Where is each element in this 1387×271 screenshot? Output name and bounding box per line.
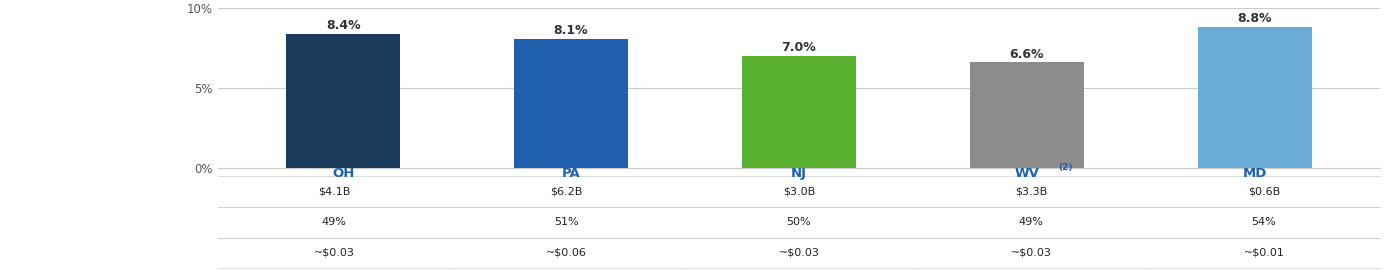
Text: 8.4%: 8.4%: [326, 19, 361, 32]
Bar: [970, 63, 1083, 168]
Text: 54%: 54%: [1251, 217, 1276, 227]
Text: Weighted Average ROE: Weighted Average ROE: [31, 93, 166, 103]
Bar: [1198, 27, 1312, 168]
Text: 8.1%: 8.1%: [553, 24, 588, 37]
Text: 50%: 50%: [786, 217, 811, 227]
Text: 51%: 51%: [555, 217, 578, 227]
Text: (1): (1): [186, 211, 198, 220]
Text: 49%: 49%: [1019, 217, 1044, 227]
Text: (Illustrative): (Illustrative): [67, 125, 130, 135]
Text: 6.6%: 6.6%: [1010, 48, 1044, 61]
Text: ROE EPS Sensitivity +/- 1%: ROE EPS Sensitivity +/- 1%: [19, 248, 178, 258]
Text: 8.8%: 8.8%: [1237, 12, 1272, 25]
Text: Rate base at 12/31/22: Rate base at 12/31/22: [33, 186, 164, 196]
Bar: [742, 56, 856, 168]
Text: PA: PA: [562, 167, 580, 180]
Text: (2): (2): [1058, 163, 1074, 172]
Bar: [286, 34, 399, 168]
Text: $0.6B: $0.6B: [1248, 186, 1280, 196]
Text: Equity/Total Capitalization: Equity/Total Capitalization: [29, 217, 184, 227]
Text: ~$0.03: ~$0.03: [1011, 248, 1051, 258]
Text: NJ: NJ: [791, 167, 807, 180]
Text: 49%: 49%: [322, 217, 347, 227]
Text: $4.1B: $4.1B: [318, 186, 350, 196]
Text: ~$0.03: ~$0.03: [313, 248, 355, 258]
Text: 7.0%: 7.0%: [781, 41, 817, 54]
Text: WV: WV: [1014, 167, 1039, 180]
Text: $6.2B: $6.2B: [551, 186, 583, 196]
Text: MD: MD: [1243, 167, 1266, 180]
Bar: [515, 38, 628, 168]
Text: 7.7%: 7.7%: [69, 43, 128, 63]
Text: OH: OH: [331, 167, 354, 180]
Text: ~$0.03: ~$0.03: [778, 248, 820, 258]
Text: ~$0.01: ~$0.01: [1243, 248, 1284, 258]
Text: $3.0B: $3.0B: [782, 186, 816, 196]
Text: $3.3B: $3.3B: [1015, 186, 1047, 196]
Text: ~$0.06: ~$0.06: [546, 248, 587, 258]
